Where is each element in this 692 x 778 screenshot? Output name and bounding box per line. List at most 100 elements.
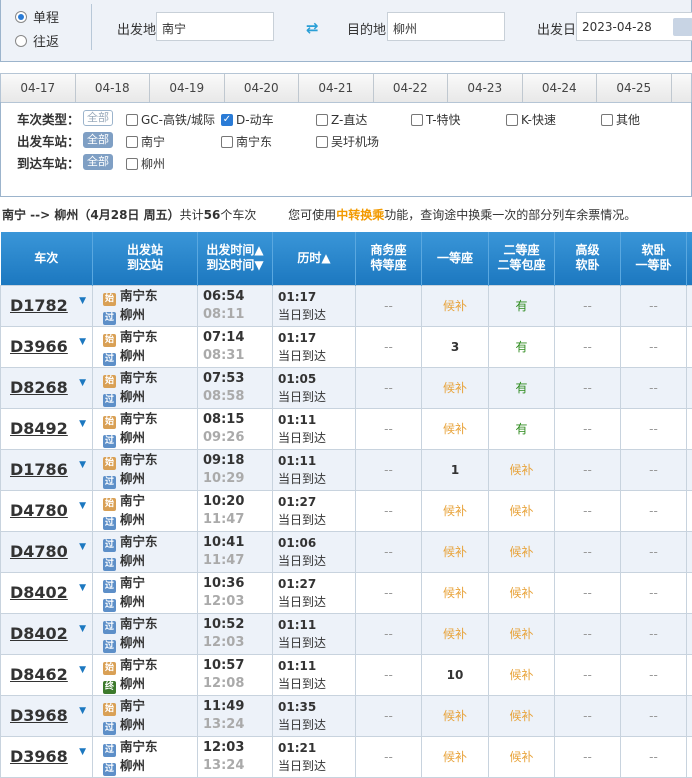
first-class-seat[interactable]: 候补 [422,572,489,613]
col-duration[interactable]: 历时▲ [273,232,356,285]
high-soft-sleeper: -- [555,654,621,695]
date-tab[interactable]: 04-22 [374,74,449,102]
expand-triangle-icon[interactable]: ▼ [79,665,86,675]
second-class-seat[interactable]: 候补 [489,449,555,490]
all-arr-button[interactable]: 全部 [83,154,113,170]
date-tab[interactable]: 04-18 [76,74,151,102]
second-class-seat[interactable]: 候补 [489,572,555,613]
checkbox-dep-station[interactable]: 南宁 [126,133,165,150]
checkbox-k[interactable]: K-快速 [506,111,556,128]
first-class-seat[interactable]: 候补 [422,367,489,408]
checkbox[interactable] [316,114,328,126]
train-number[interactable]: D3968▼ [1,695,93,736]
checkbox[interactable] [316,136,328,148]
train-number[interactable]: D8462▼ [1,654,93,695]
second-class-seat[interactable]: 候补 [489,695,555,736]
checkbox[interactable] [126,158,138,170]
train-number[interactable]: D3966▼ [1,326,93,367]
date-tab[interactable]: 04-21 [299,74,374,102]
from-station: 南宁东 [120,534,158,549]
first-class-seat[interactable]: 候补 [422,736,489,777]
checkbox-d[interactable]: ✓D-动车 [221,111,274,128]
checkbox-checked[interactable]: ✓ [221,114,233,126]
train-number[interactable]: D4780▼ [1,490,93,531]
expand-triangle-icon[interactable]: ▼ [79,460,86,470]
second-class-seat[interactable]: 候补 [489,613,555,654]
expand-triangle-icon[interactable]: ▼ [79,583,86,593]
second-class-seat[interactable]: 候补 [489,736,555,777]
checkbox-z[interactable]: Z-直达 [316,111,367,128]
first-class-seat[interactable]: 10 [422,654,489,695]
expand-triangle-icon[interactable]: ▼ [79,337,86,347]
checkbox-other[interactable]: 其他 [601,111,640,128]
stations-cell: 始南宁过柳州 [93,695,198,736]
second-class-seat[interactable]: 候补 [489,531,555,572]
train-number[interactable]: D8402▼ [1,572,93,613]
radio-dot[interactable] [15,35,27,47]
date-tab[interactable]: 04-17 [1,74,76,102]
first-class-seat[interactable]: 候补 [422,408,489,449]
checkbox[interactable] [126,136,138,148]
stations-cell: 过南宁过柳州 [93,572,198,613]
expand-triangle-icon[interactable]: ▼ [79,419,86,429]
date-tab[interactable]: 04-24 [523,74,598,102]
all-types-button[interactable]: 全部 [83,110,113,126]
first-class-seat[interactable]: 1 [422,449,489,490]
swap-icon[interactable]: ⇄ [306,19,319,37]
second-class-seat[interactable]: 有 [489,367,555,408]
expand-triangle-icon[interactable]: ▼ [79,747,86,757]
first-class-seat[interactable]: 候补 [422,695,489,736]
second-class-seat[interactable]: 有 [489,408,555,449]
date-tab[interactable]: 04-23 [448,74,523,102]
all-dep-button[interactable]: 全部 [83,132,113,148]
calendar-icon[interactable] [673,18,692,36]
expand-triangle-icon[interactable]: ▼ [79,542,86,552]
transfer-link[interactable]: 中转换乘 [336,208,384,222]
date-tab[interactable]: 04-25 [597,74,672,102]
train-number[interactable]: D1786▼ [1,449,93,490]
checkbox-label: GC-高铁/城际 [141,111,215,128]
checkbox-gc[interactable]: GC-高铁/城际 [126,111,215,128]
train-number[interactable]: D8268▼ [1,367,93,408]
first-class-seat[interactable]: 候补 [422,531,489,572]
second-class-seat[interactable]: 候补 [489,490,555,531]
from-input[interactable]: 南宁 [156,12,274,41]
checkbox[interactable] [506,114,518,126]
first-class-seat[interactable]: 3 [422,326,489,367]
to-input[interactable]: 柳州 [387,12,505,41]
train-number[interactable]: D1782▼ [1,285,93,326]
expand-triangle-icon[interactable]: ▼ [79,501,86,511]
checkbox-t[interactable]: T-特快 [411,111,461,128]
expand-triangle-icon[interactable]: ▼ [79,378,86,388]
train-number[interactable]: D4780▼ [1,531,93,572]
first-class-seat[interactable]: 候补 [422,285,489,326]
radio-one-way[interactable]: 单程 [15,7,59,26]
train-number[interactable]: D8402▼ [1,613,93,654]
train-number[interactable]: D3968▼ [1,736,93,777]
checkbox-dep-station[interactable]: 吴圩机场 [316,133,379,150]
checkbox[interactable] [411,114,423,126]
checkbox[interactable] [601,114,613,126]
checkbox-arr-station[interactable]: 柳州 [126,155,165,172]
first-class-seat[interactable]: 候补 [422,613,489,654]
second-class-seat[interactable]: 有 [489,285,555,326]
date-tab[interactable]: 04-20 [225,74,300,102]
train-number[interactable]: D8492▼ [1,408,93,449]
business-seat: -- [356,449,422,490]
checkbox[interactable] [126,114,138,126]
checkbox[interactable] [221,136,233,148]
date-tabs: 04-17 04-18 04-19 04-20 04-21 04-22 04-2… [0,73,692,103]
date-tab[interactable]: 04-19 [150,74,225,102]
expand-triangle-icon[interactable]: ▼ [79,296,86,306]
col-times[interactable]: 出发时间▲到达时间▼ [198,232,273,285]
second-class-seat[interactable]: 有 [489,326,555,367]
high-soft-sleeper: -- [555,367,621,408]
checkbox-dep-station[interactable]: 南宁东 [221,133,272,150]
expand-triangle-icon[interactable]: ▼ [79,624,86,634]
expand-triangle-icon[interactable]: ▼ [79,706,86,716]
radio-dot[interactable] [15,11,27,23]
first-class-seat[interactable]: 候补 [422,490,489,531]
second-class-seat[interactable]: 候补 [489,654,555,695]
radio-round-trip[interactable]: 往返 [15,31,59,50]
